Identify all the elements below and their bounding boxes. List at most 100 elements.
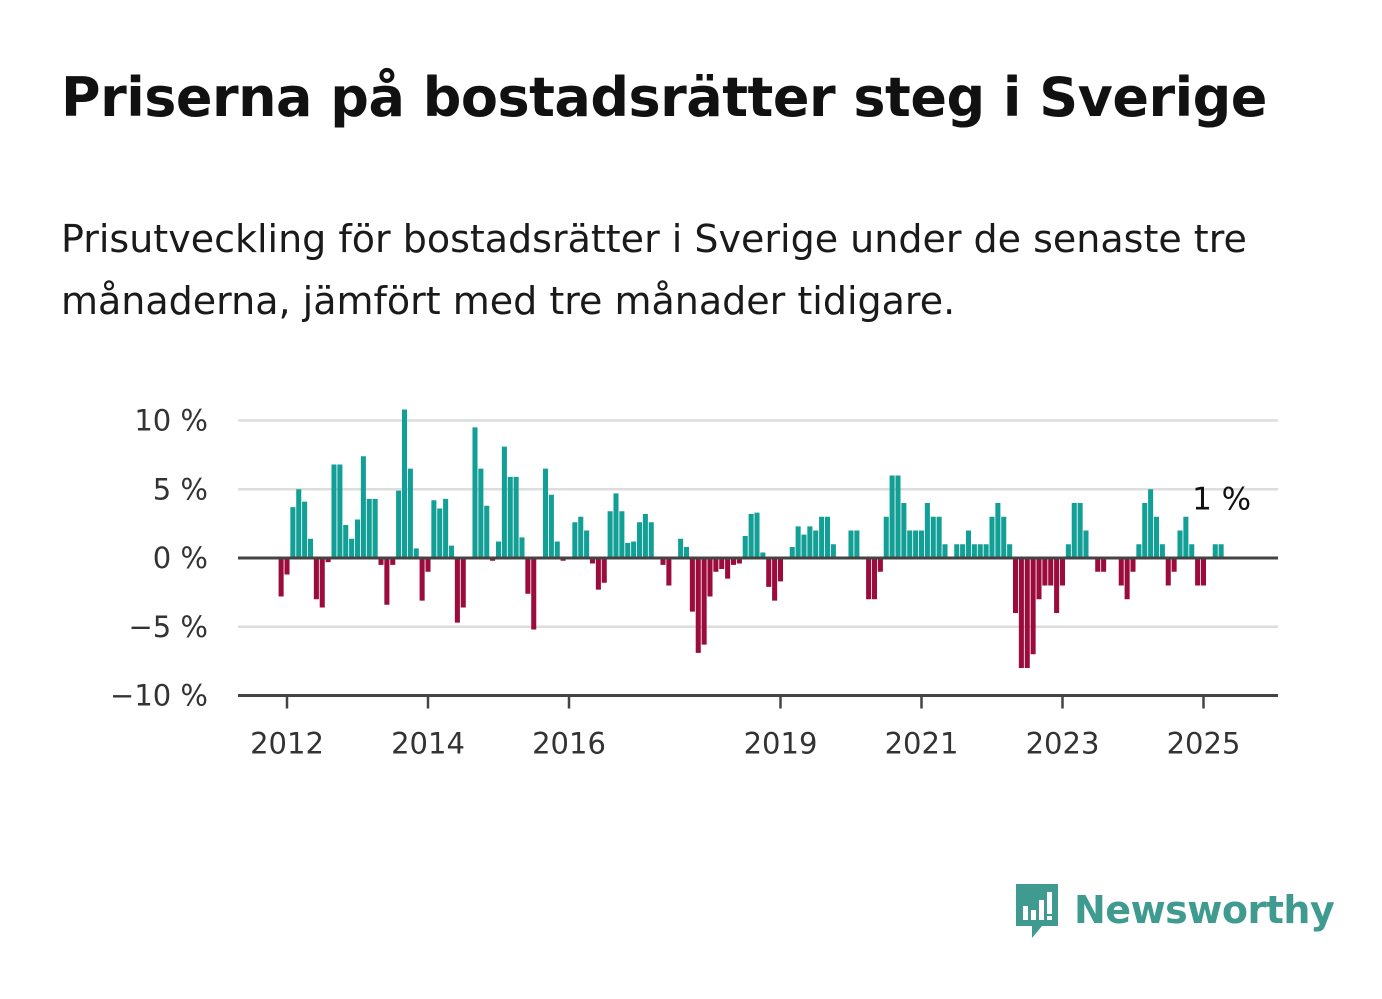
bar [989,516,995,558]
bar [372,498,378,559]
bar [290,507,296,559]
bar [589,558,596,564]
bar [307,538,314,558]
bar [578,516,584,558]
bar [302,501,308,559]
bar [777,558,784,582]
bar [736,558,742,564]
x-tick-label: 2014 [391,727,465,761]
bar [807,526,813,559]
bar [648,522,654,558]
bar [613,493,619,559]
bar [983,544,989,558]
bar [830,544,836,558]
bar [472,427,478,559]
bar [813,530,819,558]
bar [713,558,719,572]
brand-name: Newsworthy [1074,888,1335,932]
axes [238,556,1278,697]
x-axis-ticks: 2012 2014 2016 2019 2021 2023 2025 [250,695,1240,761]
bar [607,511,613,558]
x-tick-label: 2016 [532,727,606,761]
bar [1042,558,1048,586]
bar [548,494,554,558]
bar [1036,558,1042,600]
bar [390,558,396,565]
bar [942,544,948,558]
bar [1118,558,1124,586]
bar [407,468,413,559]
y-tick-label: −10 % [110,679,208,713]
latest-value-label: 1 % [1192,481,1251,517]
bar [325,558,331,563]
bar [1136,544,1142,558]
bar [1048,558,1054,586]
bar [1007,544,1013,558]
bar [901,503,907,558]
bar [960,544,966,558]
bar [1101,558,1107,572]
y-tick-label: 10 % [134,404,208,438]
bar [871,558,878,600]
bar [636,522,643,558]
bar [1159,544,1165,558]
bar [971,544,977,558]
bar [819,516,825,558]
bar [801,534,807,559]
bar [460,558,466,608]
bar [725,558,731,579]
bar [895,475,901,558]
bar [789,547,795,558]
bar [660,558,666,565]
bar [507,476,513,559]
y-axis-ticks: 10 % 5 % 0 % −5 % −10 % [110,404,208,713]
x-tick-label: 2012 [250,727,324,761]
bar [1018,558,1024,668]
bar [501,446,507,559]
bar [854,530,860,558]
bar [349,538,355,558]
bar [278,558,284,597]
y-tick-label: −5 % [128,610,208,644]
bar [1177,530,1183,558]
bar [760,552,766,558]
bar [1012,558,1019,613]
bar [1212,544,1218,558]
bar [754,512,760,559]
bar [883,516,889,558]
bar [866,558,872,600]
bar [1153,516,1160,558]
bar [1001,516,1007,558]
bar [642,514,648,558]
bar [977,544,983,558]
chart-title: Priserna på bostadsrätter steg i Sverige [61,66,1267,129]
bar [1065,544,1071,558]
bar [707,558,713,597]
bar [1189,544,1195,558]
bar [1030,558,1036,655]
bar [965,530,972,558]
bar [701,558,707,645]
bar [995,503,1001,558]
bar [913,530,919,558]
bar [1024,558,1030,668]
x-tick-label: 2023 [1026,727,1100,761]
bar [1165,558,1171,586]
bar [666,558,672,586]
bar [572,522,578,558]
bar [695,558,701,653]
bar [519,537,525,559]
bar [719,558,725,569]
chart-subtitle: Prisutveckling för bostadsrätter i Sveri… [61,217,1247,323]
bar [1195,558,1201,586]
bar [331,464,337,558]
bar [366,498,372,559]
bar [296,489,302,558]
bars [278,409,1224,668]
bar [542,468,549,559]
y-tick-label: 5 % [153,472,208,506]
bar [554,541,560,558]
bar [484,505,490,558]
bar [478,468,484,559]
bar [848,530,854,558]
